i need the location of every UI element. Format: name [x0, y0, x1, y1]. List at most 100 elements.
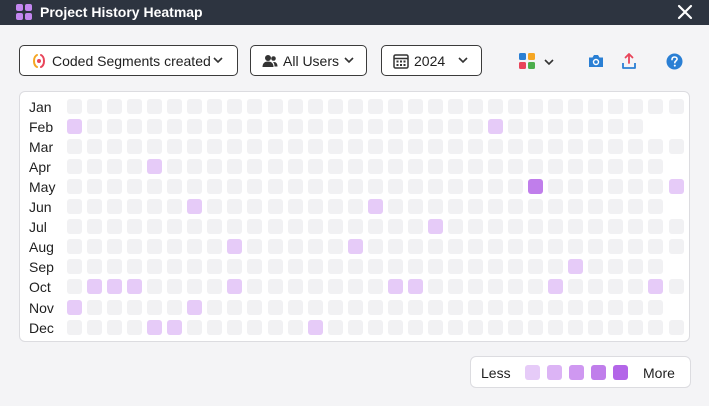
heatmap-cell[interactable]	[87, 199, 102, 214]
heatmap-cell[interactable]	[388, 119, 403, 134]
heatmap-cell[interactable]	[67, 139, 82, 154]
heatmap-cell[interactable]	[308, 159, 323, 174]
heatmap-cell[interactable]	[588, 159, 603, 174]
heatmap-cell[interactable]	[147, 99, 162, 114]
heatmap-cell[interactable]	[147, 219, 162, 234]
heatmap-cell[interactable]	[348, 119, 363, 134]
heatmap-cell[interactable]	[288, 99, 303, 114]
heatmap-cell[interactable]	[608, 139, 623, 154]
heatmap-cell[interactable]	[187, 139, 202, 154]
heatmap-cell[interactable]	[388, 179, 403, 194]
heatmap-cell[interactable]	[428, 139, 443, 154]
heatmap-cell[interactable]	[328, 239, 343, 254]
heatmap-cell[interactable]	[428, 259, 443, 274]
close-button[interactable]	[674, 1, 696, 23]
heatmap-cell[interactable]	[147, 179, 162, 194]
heatmap-cell[interactable]	[628, 279, 643, 294]
heatmap-cell[interactable]	[87, 99, 102, 114]
heatmap-cell[interactable]	[268, 239, 283, 254]
heatmap-cell[interactable]	[548, 119, 563, 134]
heatmap-cell[interactable]	[227, 139, 242, 154]
heatmap-cell[interactable]	[227, 219, 242, 234]
heatmap-cell[interactable]	[548, 320, 563, 335]
heatmap-cell[interactable]	[288, 219, 303, 234]
heatmap-cell[interactable]	[268, 99, 283, 114]
heatmap-cell[interactable]	[669, 179, 684, 194]
heatmap-cell[interactable]	[127, 199, 142, 214]
heatmap-cell[interactable]	[408, 219, 423, 234]
heatmap-cell[interactable]	[167, 320, 182, 335]
heatmap-cell[interactable]	[247, 259, 262, 274]
heatmap-cell[interactable]	[67, 119, 82, 134]
heatmap-cell[interactable]	[167, 199, 182, 214]
heatmap-cell[interactable]	[628, 159, 643, 174]
heatmap-cell[interactable]	[388, 199, 403, 214]
heatmap-cell[interactable]	[368, 219, 383, 234]
heatmap-cell[interactable]	[87, 279, 102, 294]
heatmap-cell[interactable]	[288, 139, 303, 154]
heatmap-cell[interactable]	[408, 99, 423, 114]
metric-select[interactable]: Coded Segments created	[19, 45, 238, 76]
heatmap-cell[interactable]	[207, 239, 222, 254]
heatmap-cell[interactable]	[308, 300, 323, 315]
heatmap-cell[interactable]	[268, 300, 283, 315]
heatmap-cell[interactable]	[608, 259, 623, 274]
heatmap-cell[interactable]	[608, 320, 623, 335]
heatmap-cell[interactable]	[568, 159, 583, 174]
heatmap-cell[interactable]	[67, 300, 82, 315]
heatmap-cell[interactable]	[167, 279, 182, 294]
heatmap-cell[interactable]	[448, 179, 463, 194]
heatmap-cell[interactable]	[67, 159, 82, 174]
heatmap-cell[interactable]	[608, 300, 623, 315]
heatmap-cell[interactable]	[308, 139, 323, 154]
heatmap-cell[interactable]	[87, 159, 102, 174]
heatmap-cell[interactable]	[167, 179, 182, 194]
screenshot-button[interactable]	[587, 52, 605, 70]
heatmap-cell[interactable]	[127, 320, 142, 335]
heatmap-cell[interactable]	[528, 320, 543, 335]
heatmap-cell[interactable]	[428, 279, 443, 294]
heatmap-cell[interactable]	[608, 219, 623, 234]
heatmap-cell[interactable]	[328, 279, 343, 294]
heatmap-cell[interactable]	[328, 199, 343, 214]
user-select[interactable]: All Users	[250, 45, 367, 76]
heatmap-cell[interactable]	[588, 99, 603, 114]
heatmap-cell[interactable]	[167, 119, 182, 134]
heatmap-cell[interactable]	[648, 139, 663, 154]
heatmap-cell[interactable]	[368, 119, 383, 134]
heatmap-cell[interactable]	[388, 239, 403, 254]
heatmap-cell[interactable]	[368, 159, 383, 174]
heatmap-cell[interactable]	[488, 279, 503, 294]
heatmap-cell[interactable]	[187, 259, 202, 274]
heatmap-cell[interactable]	[408, 159, 423, 174]
heatmap-cell[interactable]	[508, 279, 523, 294]
heatmap-cell[interactable]	[147, 320, 162, 335]
heatmap-cell[interactable]	[568, 139, 583, 154]
heatmap-cell[interactable]	[107, 259, 122, 274]
heatmap-cell[interactable]	[548, 279, 563, 294]
heatmap-cell[interactable]	[528, 99, 543, 114]
heatmap-cell[interactable]	[568, 320, 583, 335]
heatmap-cell[interactable]	[608, 99, 623, 114]
heatmap-cell[interactable]	[227, 259, 242, 274]
heatmap-cell[interactable]	[368, 179, 383, 194]
heatmap-cell[interactable]	[127, 239, 142, 254]
heatmap-cell[interactable]	[468, 199, 483, 214]
heatmap-cell[interactable]	[448, 320, 463, 335]
heatmap-cell[interactable]	[568, 300, 583, 315]
heatmap-cell[interactable]	[448, 139, 463, 154]
heatmap-cell[interactable]	[388, 219, 403, 234]
heatmap-cell[interactable]	[608, 279, 623, 294]
heatmap-cell[interactable]	[187, 239, 202, 254]
heatmap-cell[interactable]	[348, 99, 363, 114]
heatmap-cell[interactable]	[548, 139, 563, 154]
heatmap-cell[interactable]	[348, 199, 363, 214]
heatmap-cell[interactable]	[288, 320, 303, 335]
heatmap-cell[interactable]	[268, 139, 283, 154]
heatmap-cell[interactable]	[528, 199, 543, 214]
heatmap-cell[interactable]	[207, 179, 222, 194]
heatmap-cell[interactable]	[288, 119, 303, 134]
heatmap-cell[interactable]	[147, 139, 162, 154]
heatmap-cell[interactable]	[508, 179, 523, 194]
heatmap-cell[interactable]	[428, 159, 443, 174]
